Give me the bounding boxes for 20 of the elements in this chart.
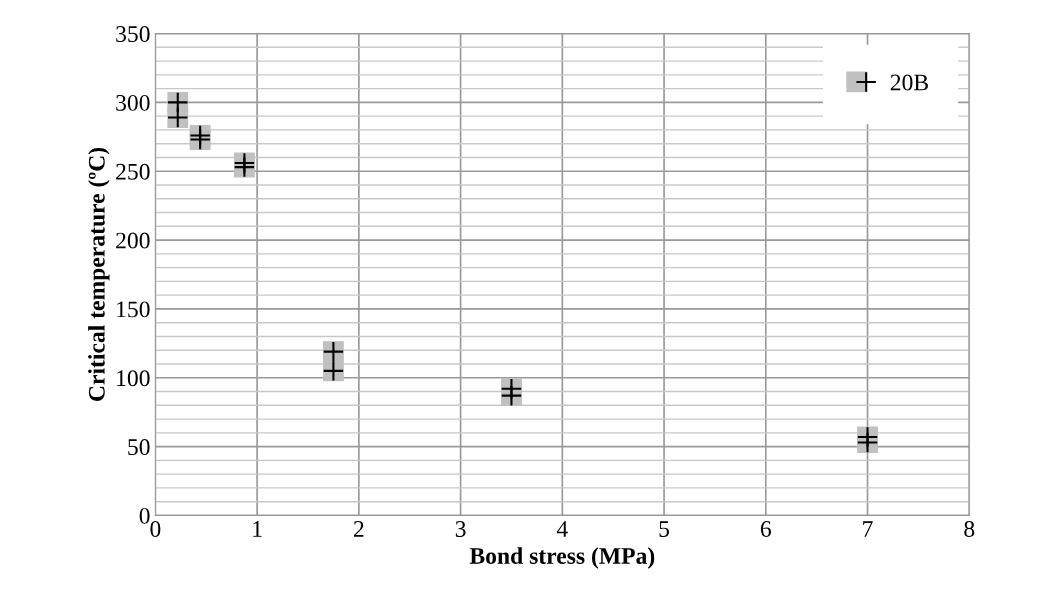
y-tick-label: 250 <box>116 163 150 180</box>
x-tick-label: 7 <box>863 521 873 537</box>
x-tick-label: 4 <box>556 521 568 537</box>
x-tick-label: 8 <box>964 520 975 537</box>
y-tick-label: 150 <box>117 301 150 318</box>
y-tick-label: 100 <box>117 370 150 387</box>
y-axis-title: Critical temperature (ºC) <box>88 147 110 401</box>
y-tick-label: 200 <box>116 232 150 249</box>
y-tick-label: 350 <box>116 26 150 42</box>
x-tick-label: 2 <box>353 521 364 537</box>
y-tick-label: 0 <box>139 507 150 524</box>
x-tick-label: 6 <box>760 521 771 537</box>
x-axis-title: Bond stress (MPa) <box>469 547 655 569</box>
y-tick-label: 50 <box>128 439 150 456</box>
legend-label: 20B <box>890 74 928 91</box>
x-tick-label: 0 <box>150 520 161 537</box>
y-tick-label: 300 <box>116 94 150 111</box>
x-tick-label: 3 <box>455 521 466 537</box>
x-tick-label: 1 <box>253 521 262 537</box>
x-tick-label: 5 <box>659 521 670 537</box>
